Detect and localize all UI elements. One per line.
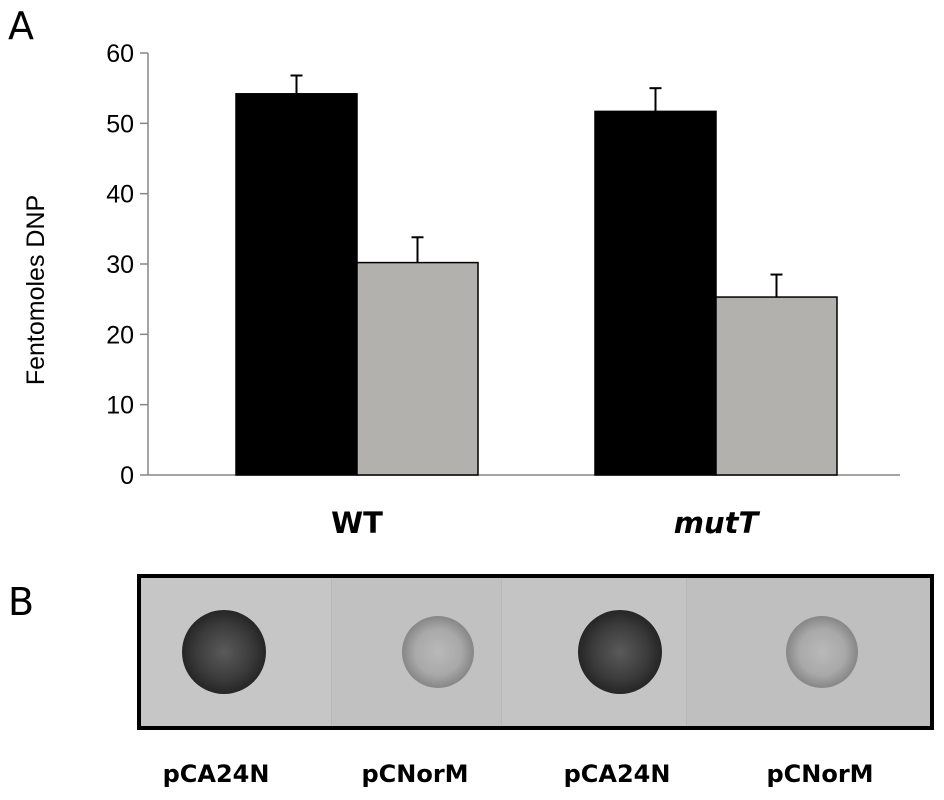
panel-a-letter: A [8,4,34,48]
y-tick-label: 0 [120,462,134,490]
bar [594,110,717,476]
blot-lane-label: pCA24N [563,760,671,788]
y-tick-label: 40 [106,181,134,209]
blot-dot [578,610,662,694]
x-tick-labels: WT mutT [331,506,760,540]
blot-dot [402,616,474,688]
dot-blot-membrane [137,574,934,730]
y-axis: 0 10 20 30 40 50 60 [106,40,900,490]
bar-chart: 0 10 20 30 40 50 60 WT mutT Fentomoles DNP [22,40,900,540]
blot-lane-label: pCNorM [766,760,874,788]
y-tick-label: 20 [106,321,134,349]
y-tick-label: 60 [106,40,134,68]
blot-dot [182,610,266,694]
bar [235,93,358,476]
blot-lane-separator [331,578,332,726]
blot-lane-label: pCA24N [162,760,270,788]
y-tick-label: 10 [106,392,134,420]
blot-lane-label: pCNorM [361,760,469,788]
blot-dot [786,616,858,688]
bars-group [235,74,838,476]
y-axis-label: Fentomoles DNP [22,195,50,385]
x-tick-label: WT [331,506,383,540]
panel-b-letter: B [8,580,35,624]
bar [356,261,479,476]
blot-lane-separator [686,578,687,726]
x-tick-label: mutT [674,506,761,540]
blot-lane-separator [501,578,502,726]
y-tick-label: 30 [106,251,134,279]
bar [715,296,838,476]
y-tick-label: 50 [106,110,134,138]
